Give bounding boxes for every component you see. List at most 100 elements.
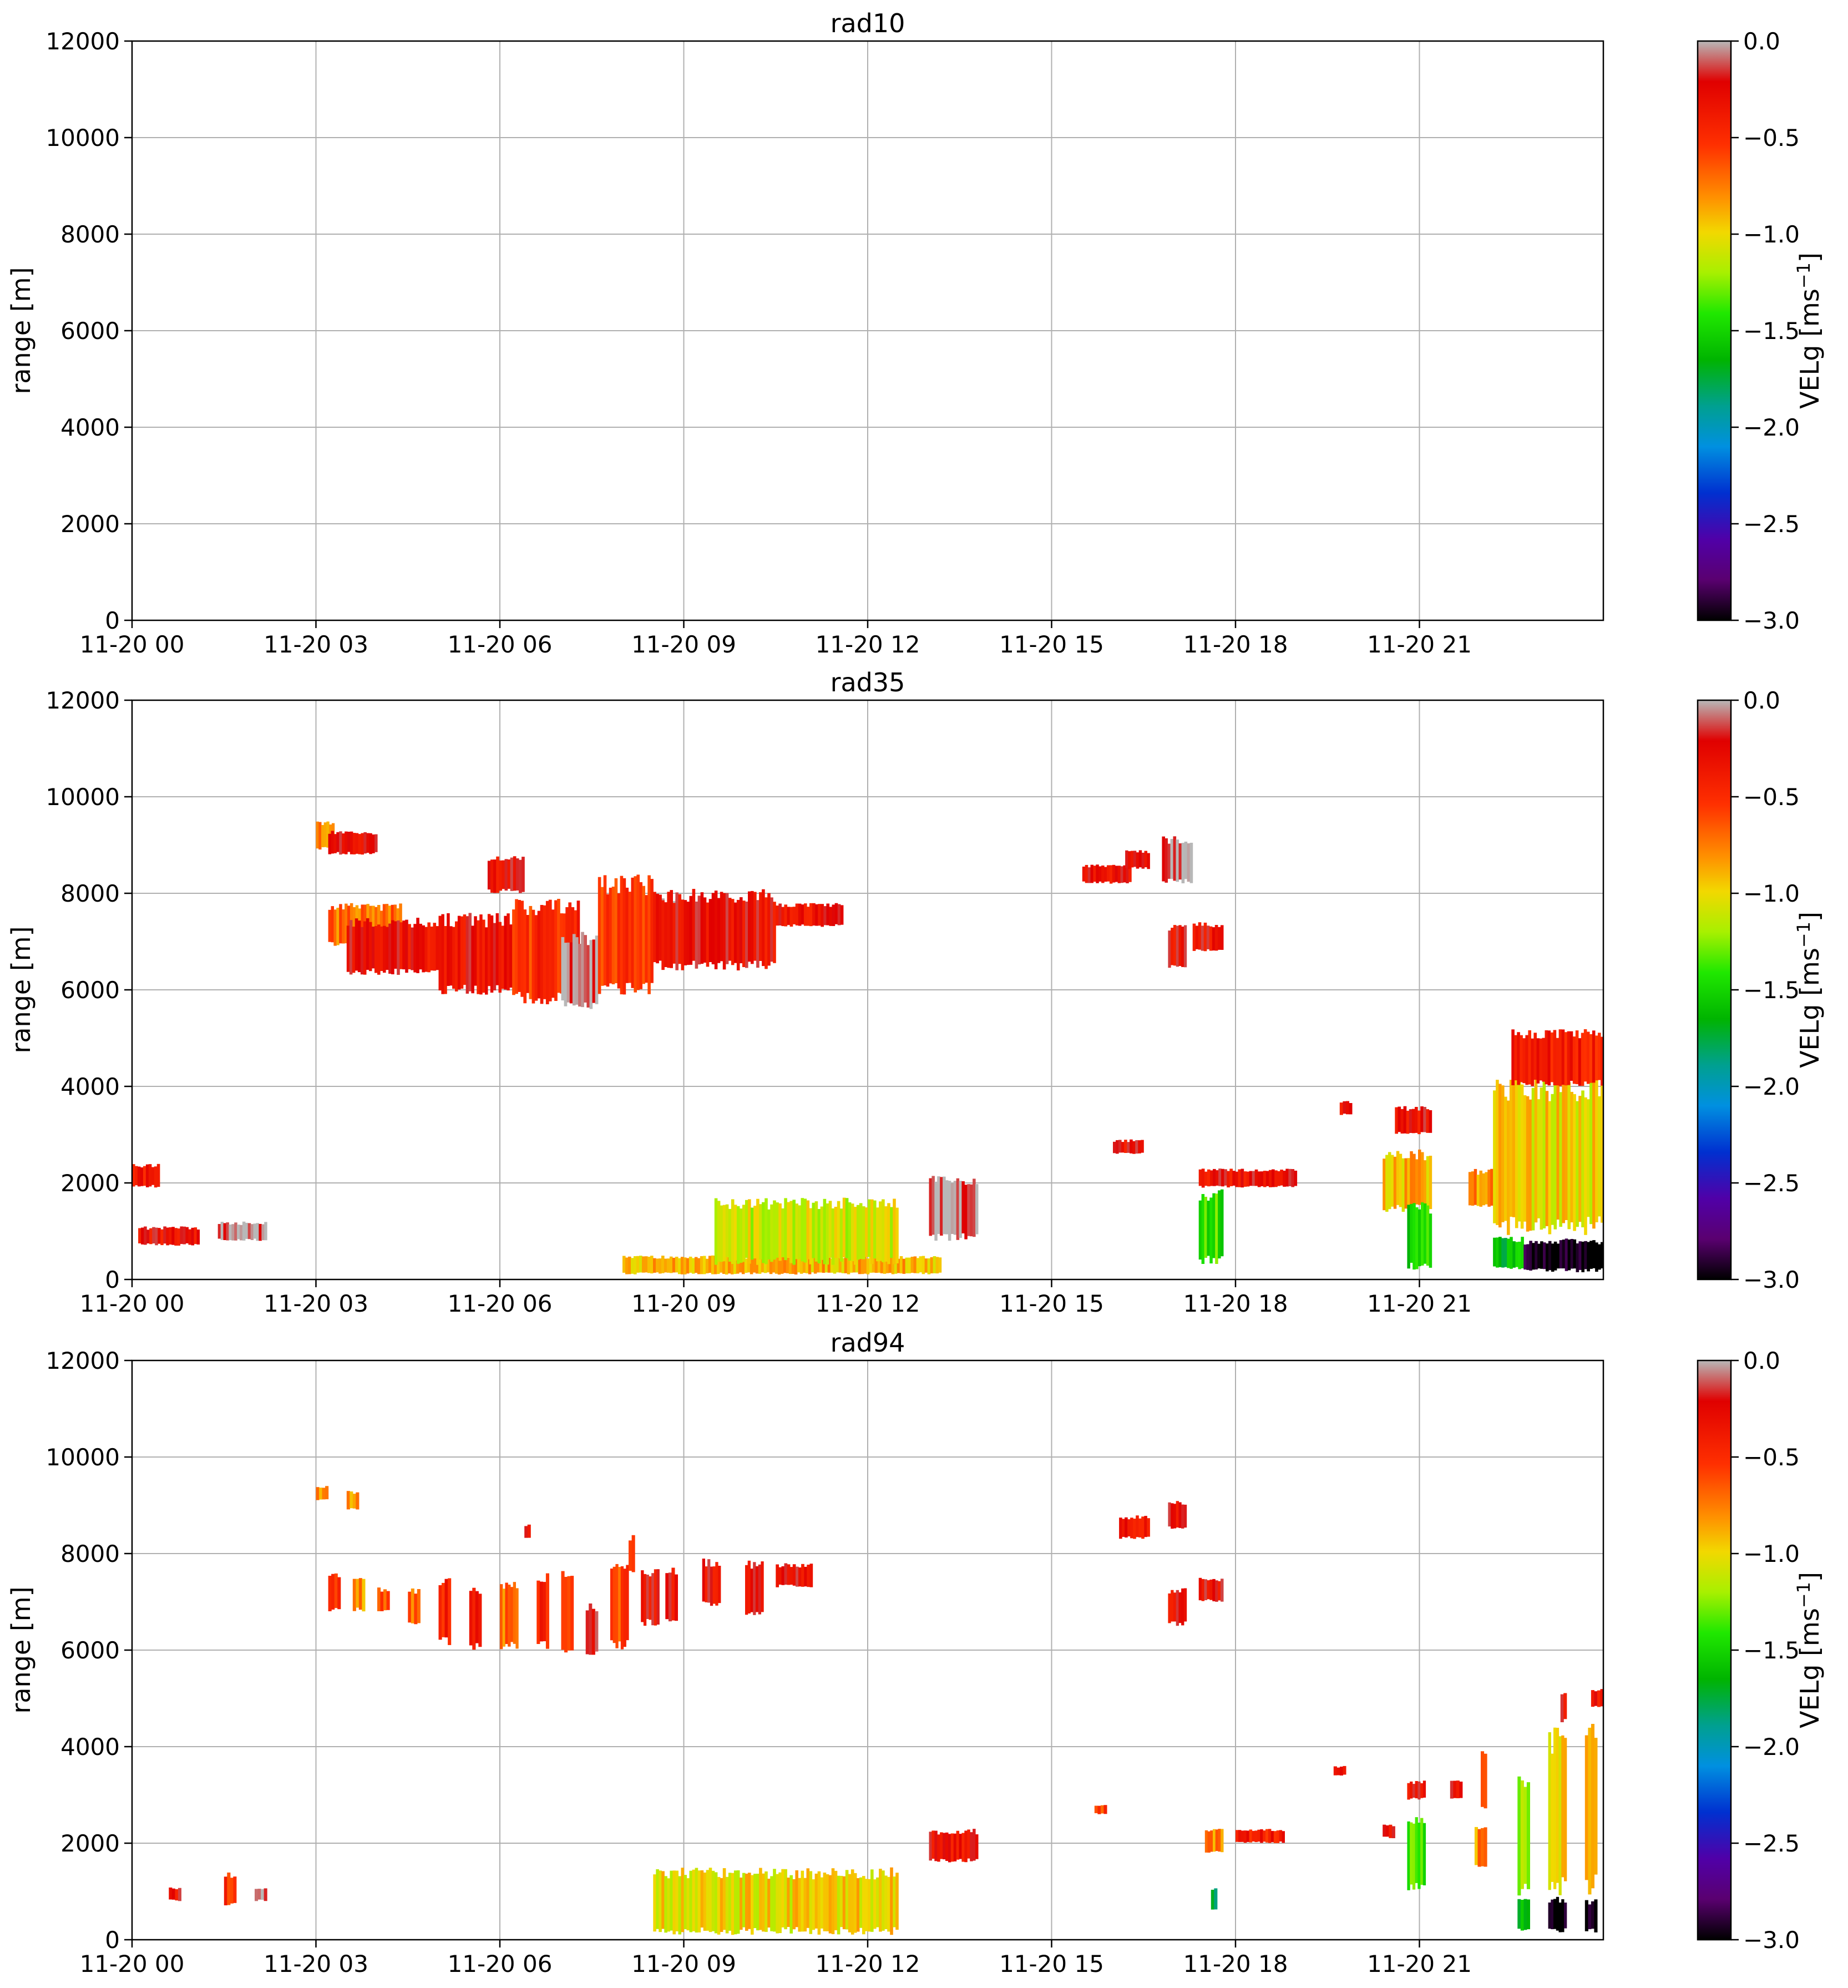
echo-streak (1407, 1205, 1410, 1269)
echo-streak (731, 1199, 735, 1264)
echo-streak (490, 915, 494, 993)
echo-streak (694, 1257, 698, 1273)
echo-streak (675, 1257, 679, 1273)
echo-streak (678, 894, 682, 964)
echo-streak (1203, 922, 1207, 952)
echo-streak (1112, 864, 1116, 883)
echo-streak (1510, 1237, 1513, 1269)
echo-streak (1481, 1751, 1485, 1807)
colorbar-label-sup: −1 (1793, 262, 1814, 289)
echo-streak (227, 1872, 231, 1905)
echo-streak (1147, 853, 1150, 869)
echo-streak (1215, 1829, 1218, 1852)
echo-streak (1400, 1109, 1404, 1134)
echo-streak (876, 1877, 879, 1928)
echo-streak (895, 1207, 899, 1263)
echo-streak (629, 1540, 632, 1571)
echo-streak (669, 1256, 673, 1273)
echo-streak (1517, 1081, 1521, 1222)
echo-streak (845, 1870, 849, 1930)
colorbar (1697, 40, 1732, 621)
echo-streak (589, 1603, 593, 1655)
colorbar-tick-label: −0.5 (1743, 1444, 1800, 1471)
echo-streak (1542, 1038, 1546, 1082)
echo-streak (1294, 1170, 1298, 1186)
echo-streak (756, 900, 760, 968)
echo-streak (585, 1610, 589, 1655)
echo-streak (1141, 1516, 1145, 1539)
echo-streak (1429, 1156, 1432, 1210)
echo-streak (801, 904, 804, 925)
echo-streak (837, 1875, 841, 1935)
echo-streak (956, 1830, 960, 1860)
echo-streak (814, 1873, 818, 1929)
echo-streak (812, 1879, 816, 1930)
echo-streak (1412, 1823, 1416, 1890)
echo-streak (794, 1257, 798, 1275)
echo-streak (510, 1587, 514, 1642)
echo-streak (1085, 864, 1088, 883)
echo-streak (1265, 1171, 1269, 1186)
echo-streak (1551, 1094, 1555, 1225)
echo-streak (1093, 866, 1096, 882)
echo-streak (762, 1873, 765, 1932)
echo-streak (720, 1878, 723, 1932)
echo-streak (1128, 864, 1132, 882)
echo-streak (177, 1228, 180, 1246)
echo-streak (853, 1207, 857, 1265)
echo-streak (959, 1181, 962, 1238)
echo-streak (789, 1567, 793, 1585)
echo-streak (882, 1199, 885, 1262)
echo-streak (1507, 1100, 1510, 1235)
echo-streak (1534, 1074, 1538, 1223)
echo-streak (1601, 1036, 1604, 1086)
echo-streak (347, 832, 351, 852)
echo-streak (823, 906, 827, 925)
echo-streak (261, 1889, 265, 1900)
echo-streak (444, 926, 447, 994)
x-tick-label: 11-20 12 (816, 1290, 920, 1317)
echo-streak (1213, 1168, 1216, 1186)
echo-streak (667, 892, 670, 968)
echo-streak (850, 1203, 854, 1261)
echo-streak (879, 1201, 882, 1261)
colorbar-tick-label: −2.0 (1743, 1073, 1800, 1100)
echo-streak (1167, 843, 1171, 879)
colorbar-tick-label: −3.0 (1743, 607, 1800, 634)
echo-streak (703, 1872, 707, 1931)
echo-streak (1567, 1082, 1571, 1230)
echo-streak (581, 932, 584, 1008)
echo-streak (1423, 1107, 1426, 1132)
echo-streak (755, 1566, 759, 1612)
echo-streak (1389, 1824, 1393, 1838)
echo-streak (1556, 1728, 1560, 1883)
echo-streak (1415, 1107, 1418, 1133)
echo-streak (1198, 1577, 1202, 1601)
echo-streak (766, 1258, 770, 1273)
echo-streak (828, 1201, 832, 1258)
echo-streak (545, 901, 549, 1004)
echo-streak (833, 1256, 837, 1274)
echo-streak (795, 1870, 798, 1928)
echo-streak (868, 1879, 871, 1932)
echo-streak (1345, 1101, 1349, 1115)
echo-streak (342, 909, 345, 944)
echo-streak (261, 1224, 265, 1241)
echo-streak (1535, 1241, 1538, 1269)
echo-streak (1558, 1903, 1562, 1933)
echo-streak (819, 1256, 823, 1273)
echo-streak (893, 1876, 896, 1928)
echo-streak (817, 1209, 821, 1263)
echo-streak (798, 1567, 802, 1587)
echo-streak (316, 821, 319, 849)
echo-streak (1474, 1827, 1478, 1865)
echo-streak (747, 1560, 751, 1613)
echo-streak (1207, 1169, 1211, 1187)
echo-streak (397, 920, 400, 975)
echo-streak (1215, 1580, 1218, 1602)
echo-streak (631, 877, 635, 988)
echo-streak (513, 856, 517, 891)
echo-streak (895, 1873, 899, 1930)
echo-streak (196, 1230, 200, 1245)
echo-streak (686, 1878, 690, 1931)
